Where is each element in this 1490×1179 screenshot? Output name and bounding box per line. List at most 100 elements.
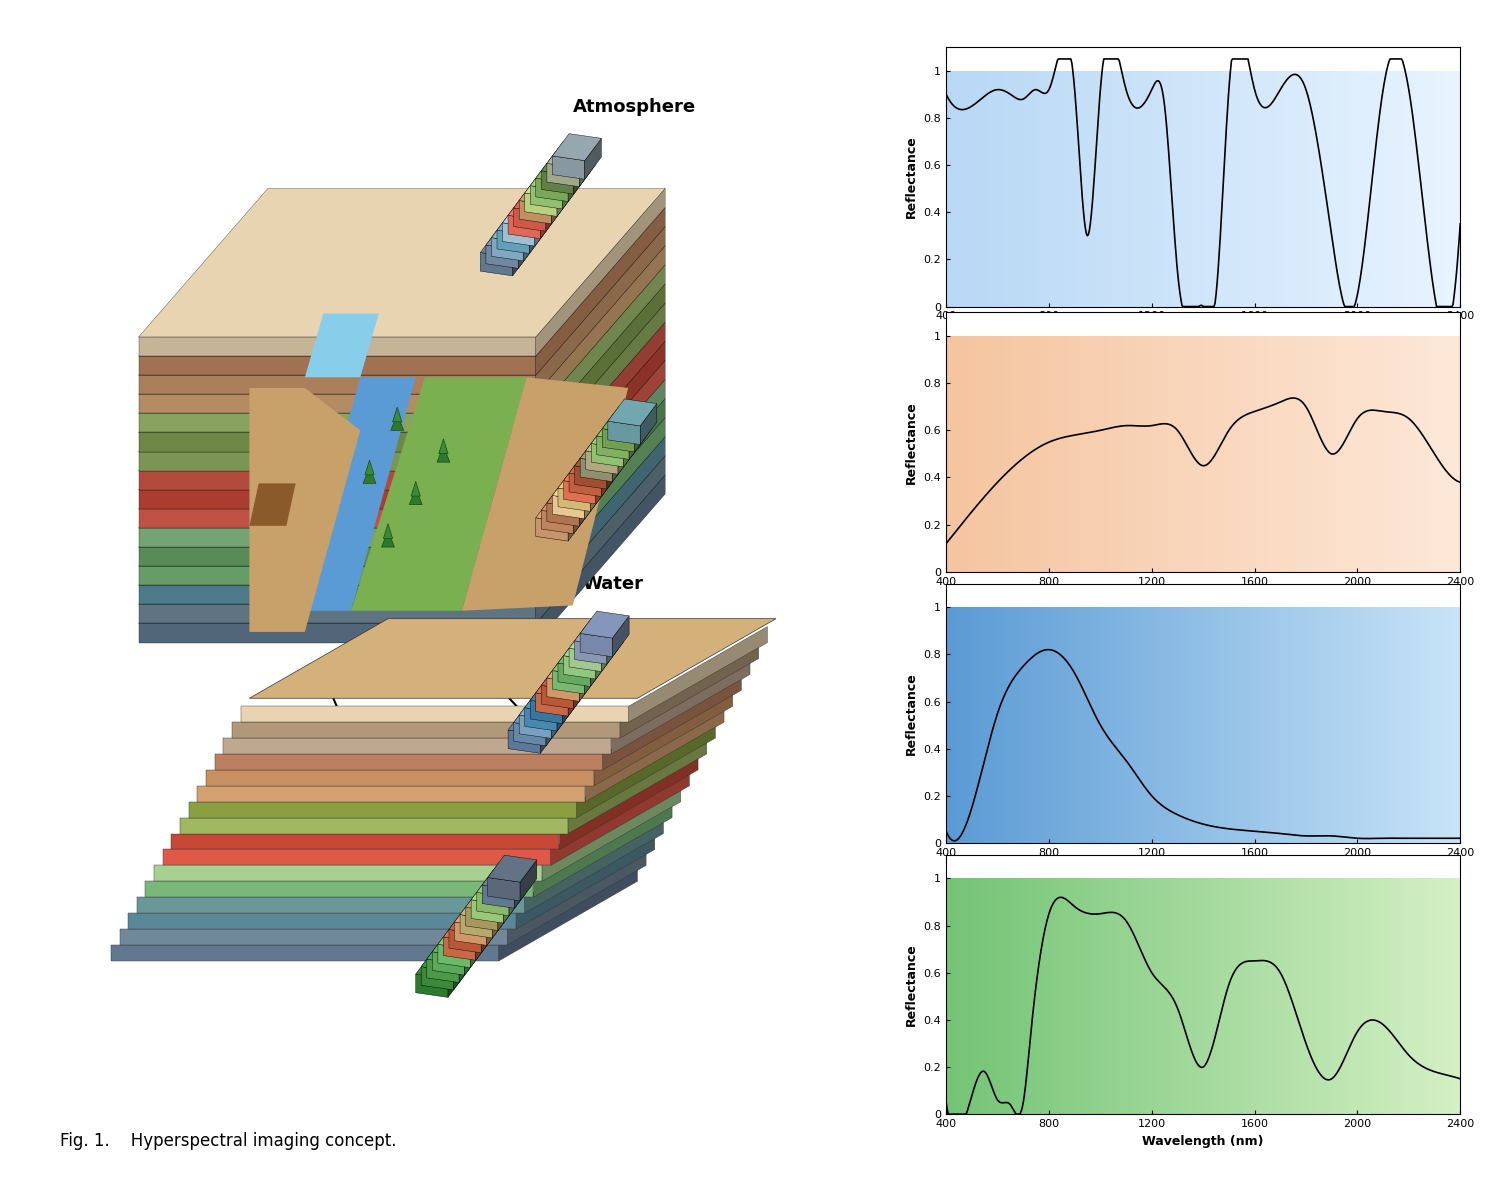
Polygon shape: [139, 208, 665, 356]
Polygon shape: [224, 738, 611, 755]
Polygon shape: [557, 176, 574, 217]
Polygon shape: [454, 922, 487, 946]
Polygon shape: [563, 656, 596, 679]
Polygon shape: [139, 399, 665, 547]
Polygon shape: [553, 473, 602, 500]
Polygon shape: [580, 486, 596, 526]
Polygon shape: [139, 394, 536, 414]
Polygon shape: [448, 929, 481, 953]
Polygon shape: [448, 907, 498, 934]
Polygon shape: [426, 960, 459, 982]
Polygon shape: [519, 178, 568, 205]
Polygon shape: [460, 893, 510, 920]
Polygon shape: [499, 865, 638, 961]
Polygon shape: [483, 885, 514, 908]
Polygon shape: [128, 913, 516, 929]
Y-axis label: Reflectance: Reflectance: [904, 943, 918, 1026]
Polygon shape: [530, 164, 580, 190]
Polygon shape: [536, 693, 568, 716]
Polygon shape: [563, 633, 612, 660]
Polygon shape: [590, 646, 606, 686]
Polygon shape: [547, 678, 580, 702]
Polygon shape: [139, 436, 665, 585]
Polygon shape: [541, 149, 590, 176]
Polygon shape: [536, 341, 665, 509]
Polygon shape: [590, 470, 606, 512]
Polygon shape: [139, 509, 536, 528]
Polygon shape: [542, 785, 681, 881]
Polygon shape: [241, 706, 629, 722]
Polygon shape: [508, 707, 557, 735]
Polygon shape: [432, 951, 465, 975]
Polygon shape: [606, 448, 623, 489]
Polygon shape: [551, 183, 568, 224]
Polygon shape: [586, 450, 618, 474]
Polygon shape: [536, 265, 665, 433]
Y-axis label: Reflectance: Reflectance: [904, 401, 918, 483]
X-axis label: Wavelength (nm): Wavelength (nm): [1143, 863, 1264, 876]
Polygon shape: [606, 624, 623, 664]
Polygon shape: [536, 284, 665, 452]
Polygon shape: [519, 200, 551, 224]
X-axis label: Wavelength (nm): Wavelength (nm): [1143, 592, 1264, 605]
Polygon shape: [465, 907, 498, 930]
Polygon shape: [568, 160, 584, 202]
Y-axis label: Reflectance: Reflectance: [904, 136, 918, 218]
Polygon shape: [508, 849, 647, 946]
Polygon shape: [536, 475, 665, 643]
Polygon shape: [110, 946, 499, 961]
Polygon shape: [153, 865, 542, 881]
Text: Fig. 1.    Hyperspectral imaging concept.: Fig. 1. Hyperspectral imaging concept.: [60, 1132, 396, 1150]
Polygon shape: [487, 855, 536, 882]
Polygon shape: [139, 375, 536, 394]
Polygon shape: [530, 678, 580, 705]
Polygon shape: [563, 481, 596, 503]
Polygon shape: [519, 228, 535, 269]
Polygon shape: [536, 671, 584, 698]
Polygon shape: [580, 660, 596, 702]
Polygon shape: [146, 881, 533, 897]
Polygon shape: [563, 683, 580, 724]
Polygon shape: [635, 411, 651, 452]
Polygon shape: [471, 927, 487, 968]
Polygon shape: [481, 911, 498, 953]
Polygon shape: [487, 877, 520, 901]
Polygon shape: [139, 417, 665, 566]
Polygon shape: [592, 443, 623, 467]
Polygon shape: [596, 638, 612, 679]
Polygon shape: [541, 712, 557, 753]
Polygon shape: [492, 897, 510, 938]
Polygon shape: [536, 456, 665, 624]
Polygon shape: [608, 399, 657, 426]
Polygon shape: [557, 488, 590, 512]
Polygon shape: [536, 226, 665, 394]
Polygon shape: [459, 942, 475, 982]
Text: Water: Water: [583, 575, 644, 593]
Polygon shape: [416, 974, 448, 997]
Polygon shape: [465, 934, 481, 975]
X-axis label: Wavelength (nm): Wavelength (nm): [1143, 1134, 1264, 1147]
Polygon shape: [553, 156, 584, 179]
Polygon shape: [180, 818, 568, 834]
Polygon shape: [139, 605, 536, 624]
Polygon shape: [352, 377, 526, 611]
Polygon shape: [477, 870, 526, 897]
Polygon shape: [547, 481, 596, 508]
Polygon shape: [580, 436, 629, 463]
Polygon shape: [498, 890, 514, 930]
Polygon shape: [249, 483, 295, 526]
Polygon shape: [595, 690, 733, 785]
X-axis label: Wavelength (nm): Wavelength (nm): [1143, 327, 1264, 340]
Polygon shape: [524, 818, 663, 913]
Polygon shape: [574, 493, 590, 534]
Polygon shape: [629, 419, 645, 460]
Polygon shape: [137, 897, 524, 913]
Polygon shape: [381, 531, 395, 547]
Polygon shape: [536, 178, 568, 202]
Polygon shape: [536, 303, 665, 470]
Polygon shape: [580, 611, 629, 638]
Polygon shape: [541, 511, 574, 534]
Polygon shape: [514, 723, 545, 746]
Polygon shape: [602, 631, 618, 672]
Polygon shape: [553, 495, 584, 519]
